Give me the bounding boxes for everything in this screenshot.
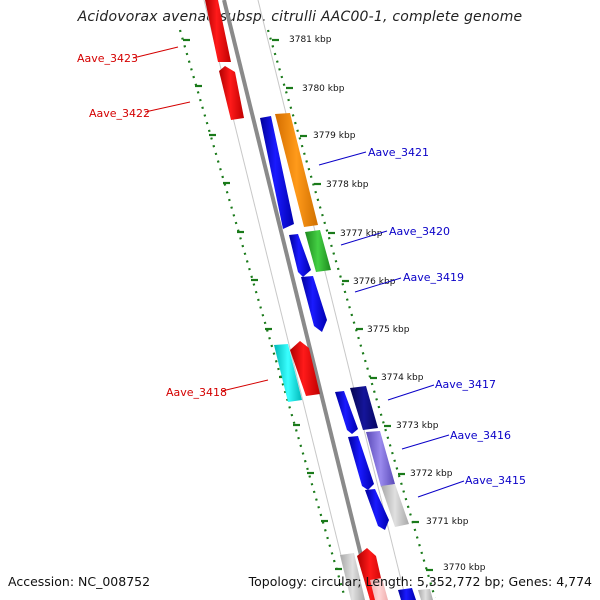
kbp-label: 3777 kbp [340, 229, 383, 239]
gene-feature-aave3418[interactable] [274, 344, 302, 402]
gene-feature-blue-b[interactable] [335, 391, 358, 434]
gene-feature-aave3417[interactable] [350, 386, 378, 430]
major-ticks-left [183, 38, 342, 571]
gene-feature-pink-bottom [370, 578, 388, 600]
track-border-right [257, 0, 407, 600]
gene-label-aave3415[interactable]: Aave_3415 [465, 474, 526, 487]
kbp-label: 3774 kbp [381, 373, 424, 383]
gene-label-aave3423[interactable]: Aave_3423 [77, 52, 138, 65]
major-ticks-right [272, 38, 433, 572]
kbp-label: 3773 kbp [396, 421, 439, 431]
gene-feature-aave3421[interactable] [275, 113, 318, 227]
kbp-label: 3771 kbp [426, 517, 469, 527]
kbp-label: 3776 kbp [353, 277, 396, 287]
gene-feature-aave3419[interactable] [301, 276, 327, 332]
gene-label-aave3417[interactable]: Aave_3417 [435, 378, 496, 391]
genome-summary-text: Topology: circular; Length: 5,352,772 bp… [248, 574, 592, 589]
gene-feature-blue-d[interactable] [365, 489, 389, 530]
gene-feature-gray-bottom[interactable] [340, 553, 365, 600]
kbp-label: 3781 kbp [289, 35, 332, 45]
gene-feature-aave3422[interactable] [219, 66, 244, 120]
kbp-label: 3778 kbp [326, 180, 369, 190]
gene-label-aave3422[interactable]: Aave_3422 [89, 107, 150, 120]
accession-text: Accession: NC_008752 [8, 574, 151, 589]
kbp-label: 3779 kbp [313, 131, 356, 141]
gene-feature-aave3423[interactable] [205, 0, 231, 62]
gene-label-aave3421[interactable]: Aave_3421 [368, 146, 429, 159]
kbp-label: 3775 kbp [367, 325, 410, 335]
gene-label-aave3420[interactable]: Aave_3420 [389, 225, 450, 238]
gene-feature-aave3415[interactable] [381, 484, 409, 527]
map-title: Acidovorax avenae subsp. citrulli AAC00-… [77, 9, 523, 25]
leader-lines-left [132, 46, 269, 392]
gene-label-aave3418[interactable]: Aave_3418 [166, 386, 227, 399]
gene-label-aave3416[interactable]: Aave_3416 [450, 429, 511, 442]
kbp-label: 3780 kbp [302, 84, 345, 94]
gene-feature-blue-a[interactable] [260, 116, 294, 229]
gene-feature-aave3420-blue[interactable] [289, 234, 311, 277]
tick-track-right [266, 29, 437, 599]
gene-label-aave3419[interactable]: Aave_3419 [403, 271, 464, 284]
leader-lines-right [318, 151, 465, 498]
kbp-label: 3770 kbp [443, 563, 486, 573]
gene-feature-red-mid[interactable] [290, 341, 320, 396]
gene-feature-aave3420[interactable] [305, 230, 331, 272]
genome-axis [222, 0, 374, 600]
gene-feature-gray-bottom-right[interactable] [418, 589, 433, 600]
gene-feature-blue-c[interactable] [348, 436, 374, 490]
gene-feature-blue-bottom[interactable] [398, 588, 416, 600]
kbp-label: 3772 kbp [410, 469, 453, 479]
gene-feature-aave3416[interactable] [366, 431, 395, 487]
